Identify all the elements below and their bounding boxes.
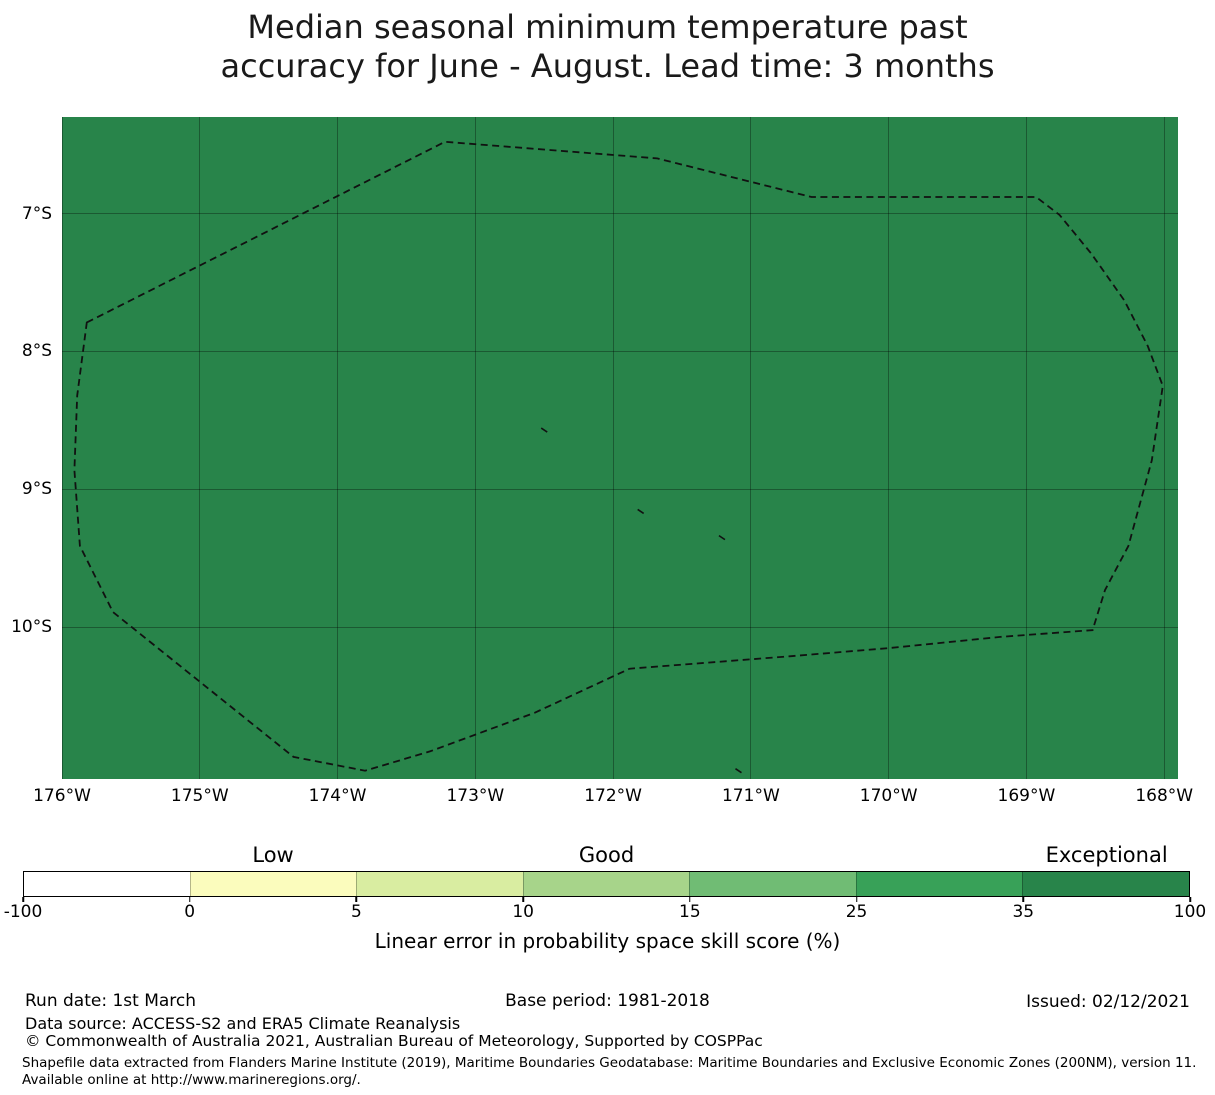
colorbar-tick [1022, 897, 1025, 902]
x-tick-label: 174°W [308, 786, 367, 806]
colorbar-tick [855, 897, 858, 902]
colorbar-category-label: Low [252, 843, 294, 867]
gridline-vertical [1163, 117, 1165, 779]
x-tick-label: 169°W [997, 786, 1056, 806]
colorbar-tick-label: 10 [512, 902, 534, 922]
colorbar-tick-label: 100 [1173, 902, 1207, 922]
island-marks [540, 427, 742, 774]
colorbar-segment [189, 872, 357, 896]
colorbar-tick [689, 897, 691, 902]
map-fill-region [62, 117, 1178, 779]
island-mark [718, 534, 726, 541]
colorbar-axis-label: Linear error in probability space skill … [374, 929, 841, 953]
island-mark [540, 427, 548, 433]
gridline-vertical [888, 117, 890, 779]
x-tick-label: 170°W [859, 786, 918, 806]
y-tick-label: 7°S [21, 203, 52, 224]
colorbar-segment [1022, 872, 1190, 896]
issued-date-text: Issued: 02/12/2021 [1026, 992, 1190, 1012]
colorbar [23, 871, 1190, 897]
gridline-vertical [337, 117, 339, 779]
x-tick-label: 175°W [170, 786, 229, 806]
colorbar-tick-label: 35 [1012, 902, 1035, 922]
colorbar-tick-label: 15 [679, 902, 701, 922]
shapefile-note-text: Shapefile data extracted from Flanders M… [22, 1055, 1197, 1088]
colorbar-tick [522, 897, 524, 902]
colorbar-tick-label: 5 [351, 902, 362, 922]
gridline-vertical [61, 117, 63, 779]
copyright-text: © Commonwealth of Australia 2021, Austra… [25, 1032, 763, 1050]
x-tick-label: 173°W [446, 786, 505, 806]
colorbar-category-label: Exceptional [1045, 843, 1168, 867]
x-tick-label: 172°W [584, 786, 642, 806]
colorbar-category-labels: Low Good Exceptional [0, 843, 1215, 869]
gridline-horizontal [62, 626, 1178, 628]
colorbar-segment [522, 872, 690, 896]
colorbar-category-label: Good [578, 843, 635, 867]
chart-title: Median seasonal minimum temperature past… [0, 8, 1215, 86]
colorbar-tick [1189, 897, 1191, 902]
eez-boundary-layer [73, 140, 1164, 774]
gridline-vertical [750, 117, 752, 779]
y-tick-label: 10°S [11, 617, 52, 638]
colorbar-tick [355, 897, 358, 902]
gridline-vertical [1025, 117, 1027, 779]
gridline-vertical [474, 117, 476, 779]
colorbar-segment [356, 872, 523, 896]
y-tick-label: 8°S [21, 341, 52, 362]
colorbar-tick [22, 897, 24, 902]
y-tick-label: 9°S [21, 479, 52, 500]
colorbar-segment [689, 872, 856, 896]
colorbar-tick-label: 25 [845, 902, 868, 922]
gridline-vertical [199, 117, 201, 779]
data-source-text: Data source: ACCESS-S2 and ERA5 Climate … [25, 1014, 461, 1033]
map-plot [61, 117, 1178, 779]
colorbar-tick [188, 897, 191, 902]
x-tick-label: 176°W [33, 786, 91, 806]
island-mark [637, 508, 645, 515]
base-period-text: Base period: 1981-2018 [505, 991, 710, 1011]
x-tick-label: 168°W [1135, 786, 1194, 806]
island-mark [735, 768, 742, 774]
gridline-horizontal [62, 488, 1178, 490]
colorbar-segment [855, 872, 1023, 896]
chart-title-line2: accuracy for June - August. Lead time: 3… [220, 47, 995, 85]
eez-dashed-boundary [73, 140, 1164, 772]
colorbar-segment [24, 872, 190, 896]
colorbar-tick-label: -100 [3, 902, 43, 922]
chart-title-line1: Median seasonal minimum temperature past [247, 8, 968, 46]
gridline-horizontal [62, 350, 1178, 352]
colorbar-tick-label: 0 [184, 902, 196, 922]
run-date-text: Run date: 1st March [25, 991, 197, 1011]
gridline-vertical [612, 117, 614, 779]
x-tick-label: 171°W [721, 786, 780, 806]
gridline-horizontal [62, 213, 1178, 215]
